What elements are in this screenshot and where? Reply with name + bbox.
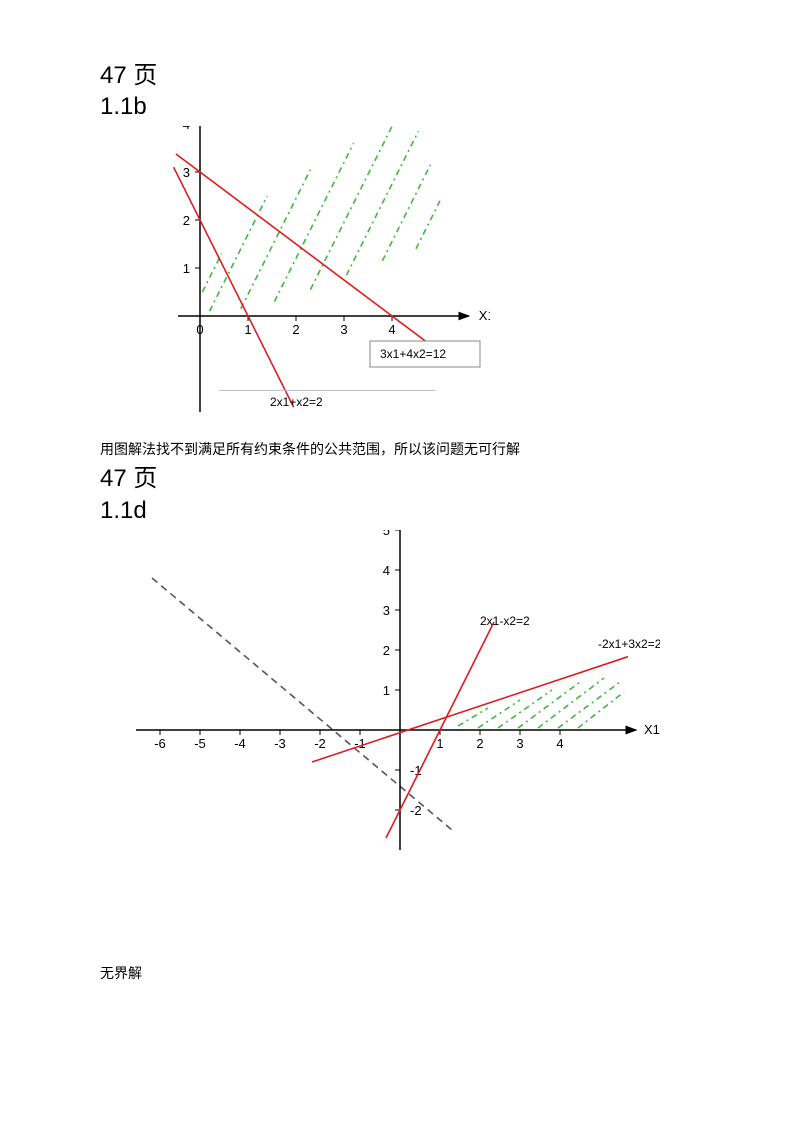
chart1-x-tick-label: 1: [244, 322, 251, 337]
chart2-x-tick-label: -1: [354, 736, 366, 751]
chart2-eq2-label: -2x1+3x2=2: [598, 637, 660, 651]
chart2-x-tick-label: -6: [154, 736, 166, 751]
chart2-x-tick-label: 2: [476, 736, 483, 751]
chart1-x-tick-label: 2: [292, 322, 299, 337]
section2-heading-line2: 1.1d: [100, 495, 700, 526]
chart1-eq2-label: 2x1+x2=2: [270, 395, 323, 409]
chart2-svg: -6-5-4-3-2-11234-2-112345X1X22x1-x2=2-2x…: [100, 530, 660, 890]
chart2-y-tick-label: 2: [383, 643, 390, 658]
chart1-x-tick-label: 4: [388, 322, 395, 337]
section2-conclusion: 无界解: [100, 963, 700, 983]
chart1-hatch-line: [241, 170, 311, 309]
section1-conclusion: 用图解法找不到满足所有约束条件的公共范围，所以该问题无可行解: [100, 439, 700, 459]
chart1-hatch-line: [210, 196, 268, 311]
chart2-x-tick-label: -4: [234, 736, 246, 751]
section1-heading-line1: 47 页: [100, 60, 700, 91]
chart1-hatch-line: [346, 132, 418, 276]
chart1-eq1-label: 3x1+4x2=12: [380, 347, 446, 361]
chart2-x-tick-label: -5: [194, 736, 206, 751]
chart1-constraint-line-2: [176, 154, 440, 352]
chart2-x-tick-label: -2: [314, 736, 326, 751]
chart1-constraint-line-1: [174, 168, 294, 408]
chart2-x-tick-label: 4: [556, 736, 563, 751]
chart2-y-tick-label: 1: [383, 683, 390, 698]
chart1-svg: 012341234X1X23x1+4x2=122x1+x2=2: [130, 126, 490, 426]
chart2-y-tick-label: -2: [410, 803, 422, 818]
chart1-hatch-line: [382, 165, 430, 261]
chart2-y-tick-label: 3: [383, 603, 390, 618]
section1-heading-line2: 1.1b: [100, 91, 700, 122]
chart2-hatch-line: [578, 692, 624, 728]
chart2-objective-line: [152, 578, 452, 830]
chart2-x-tick-label: 1: [436, 736, 443, 751]
chart2-x-tick-label: 3: [516, 736, 523, 751]
chart2-y-tick-label: 4: [383, 563, 390, 578]
chart2-x-axis-label: X1: [644, 722, 660, 737]
chart2-eq1-label: 2x1-x2=2: [480, 614, 530, 628]
chart1-container: 012341234X1X23x1+4x2=122x1+x2=2: [130, 126, 700, 431]
chart1-y-tick-label: 1: [183, 261, 190, 276]
chart2-hatch-line: [538, 678, 604, 728]
chart1-x-axis-label: X1: [479, 308, 490, 323]
chart1-hatch-line: [202, 254, 221, 292]
chart2-constraint-line-2: [312, 656, 628, 761]
chart1-hatch-line: [416, 201, 440, 249]
section2-heading-line1: 47 页: [100, 463, 700, 494]
chart1-x-tick-label: 3: [340, 322, 347, 337]
chart1-x-tick-label: 0: [196, 322, 203, 337]
chart1-y-tick-label: 3: [183, 165, 190, 180]
chart2-y-tick-label: 5: [383, 530, 390, 538]
chart2-hatch-line: [518, 682, 580, 728]
chart1-y-tick-label: 2: [183, 213, 190, 228]
chart2-container: -6-5-4-3-2-11234-2-112345X1X22x1-x2=2-2x…: [100, 530, 700, 895]
chart2-hatch-line: [458, 708, 488, 726]
chart2-x-tick-label: -3: [274, 736, 286, 751]
chart1-y-tick-label: 4: [183, 126, 190, 132]
